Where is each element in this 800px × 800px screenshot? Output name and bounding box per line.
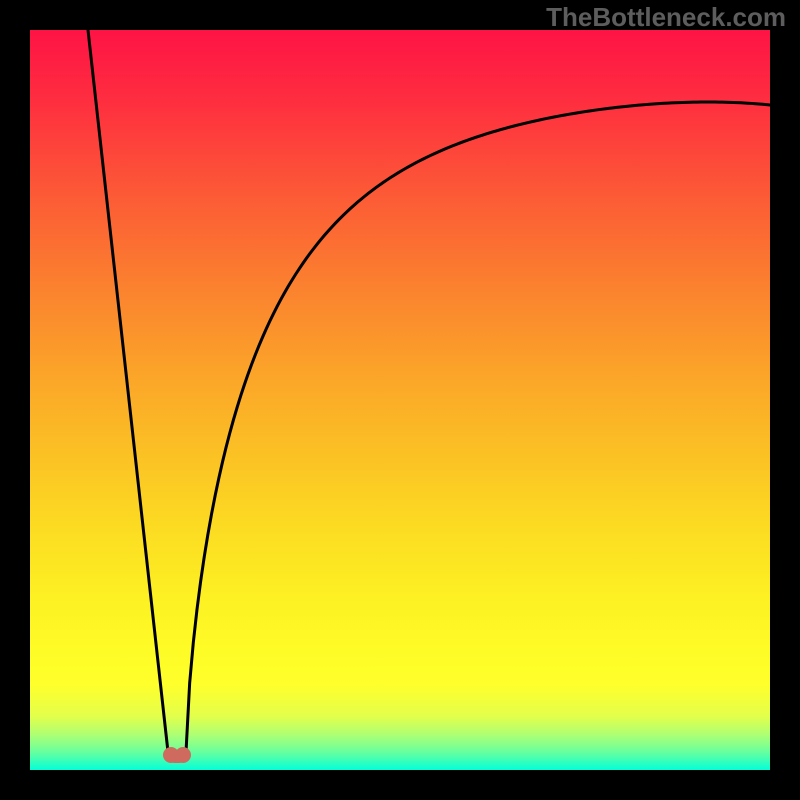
watermark-label: TheBottleneck.com — [546, 2, 786, 33]
chart-root: TheBottleneck.com — [0, 0, 800, 800]
gradient-background — [30, 30, 770, 770]
plot-svg — [30, 30, 770, 770]
plot-area — [30, 30, 770, 770]
